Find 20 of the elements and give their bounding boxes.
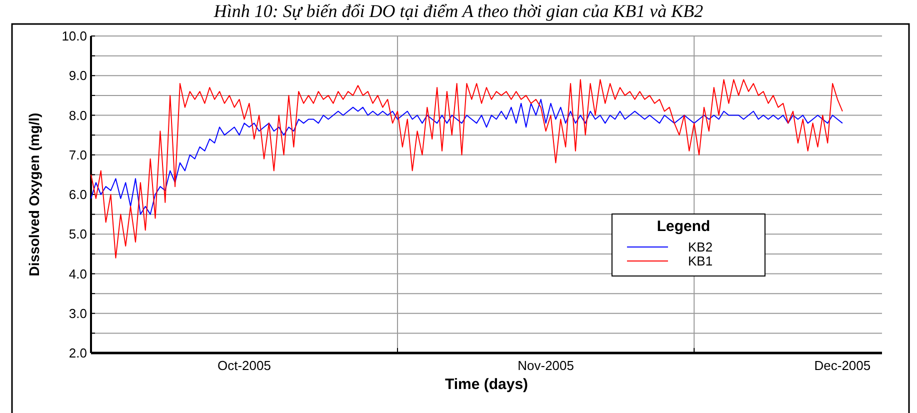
- legend-title: Legend: [656, 218, 710, 235]
- y-tick-label: 3.0: [68, 306, 87, 321]
- y-tick-label: 5.0: [68, 226, 87, 242]
- legend-label: KB1: [688, 254, 713, 268]
- y-tick-label: 4.0: [68, 266, 87, 282]
- y-tick-label: 9.0: [68, 68, 87, 84]
- x-tick-label: Oct-2005: [218, 358, 271, 373]
- line-series: [90, 98, 843, 215]
- x-axis-title: Time (days): [444, 376, 528, 393]
- y-tick-label: 10.0: [62, 28, 87, 44]
- y-tick-label: 2.0: [68, 346, 87, 360]
- chart-title: Hình 10: Sự biến đổi DO tại điểm A theo thời gian của KB1 và KB2: [212, 1, 704, 21]
- legend-label: KB2: [688, 240, 713, 254]
- y-tick-label: 6.0: [68, 187, 87, 202]
- y-tick-label: 8.0: [68, 108, 87, 123]
- y-axis-title: Dissolved Oxygen (mg/l): [26, 112, 42, 276]
- y-tick-label: 7.0: [68, 147, 87, 162]
- x-tick-label: Nov-2005: [518, 358, 574, 373]
- x-tick-label: Dec-2005: [814, 358, 871, 373]
- line-series: [90, 79, 843, 258]
